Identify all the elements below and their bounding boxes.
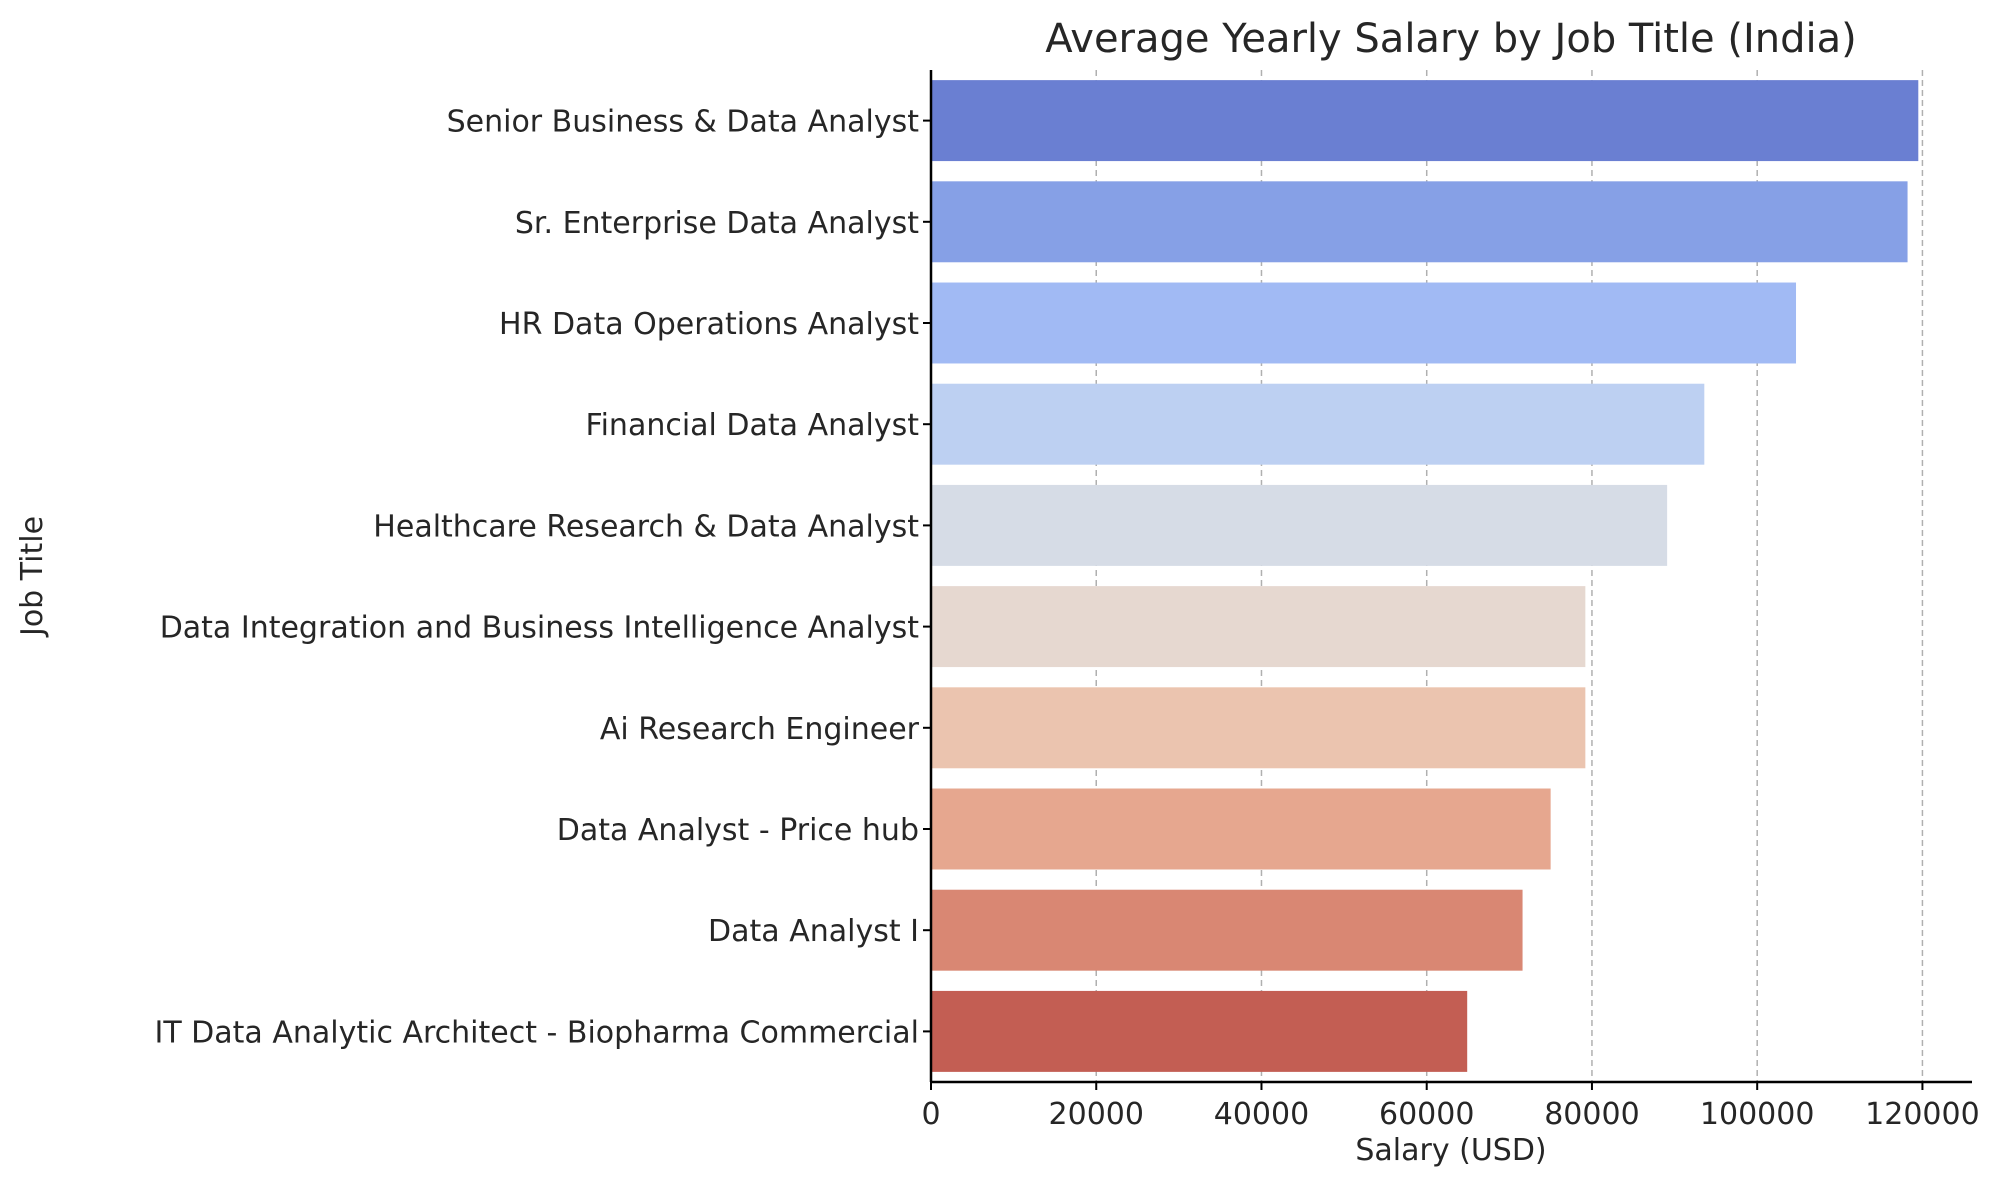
x-axis-label: Salary (USD) <box>1355 1133 1546 1168</box>
x-tick-label: 80000 <box>1544 1097 1639 1132</box>
x-tick-label: 0 <box>921 1097 940 1132</box>
x-tick-label: 60000 <box>1379 1097 1474 1132</box>
bar <box>931 586 1586 668</box>
chart-title: Average Yearly Salary by Job Title (Indi… <box>1045 16 1856 62</box>
y-tick-label: Data Analyst I <box>708 914 919 949</box>
bar <box>931 788 1551 870</box>
bar <box>931 889 1523 971</box>
y-tick-label: Ai Research Engineer <box>600 712 920 747</box>
bar <box>931 687 1586 769</box>
x-axis-ticks: 0 20000 40000 60000 80000 100000 120000 <box>921 1082 1980 1132</box>
y-tick-label: Data Integration and Business Intelligen… <box>160 611 920 646</box>
y-tick-label: Data Analyst - Price hub <box>557 813 919 848</box>
bars <box>931 80 1919 1072</box>
y-tick-label: Sr. Enterprise Data Analyst <box>515 206 919 241</box>
bar <box>931 484 1668 566</box>
y-tick-label: IT Data Analytic Architect - Biopharma C… <box>154 1015 919 1050</box>
y-axis-ticks: Senior Business & Data Analyst Sr. Enterp… <box>154 105 931 1050</box>
y-axis-label: Job Title <box>15 516 50 638</box>
x-tick-label: 100000 <box>1700 1097 1815 1132</box>
bar <box>931 383 1705 465</box>
y-tick-label: Healthcare Research & Data Analyst <box>373 509 919 544</box>
y-tick-label: HR Data Operations Analyst <box>499 307 919 342</box>
x-tick-label: 20000 <box>1049 1097 1144 1132</box>
bar <box>931 80 1919 162</box>
bar <box>931 990 1468 1072</box>
x-tick-label: 40000 <box>1214 1097 1309 1132</box>
x-tick-label: 120000 <box>1865 1097 1980 1132</box>
y-tick-label: Senior Business & Data Analyst <box>447 105 920 140</box>
bar <box>931 181 1908 263</box>
bar <box>931 282 1797 364</box>
y-tick-label: Financial Data Analyst <box>586 408 920 443</box>
